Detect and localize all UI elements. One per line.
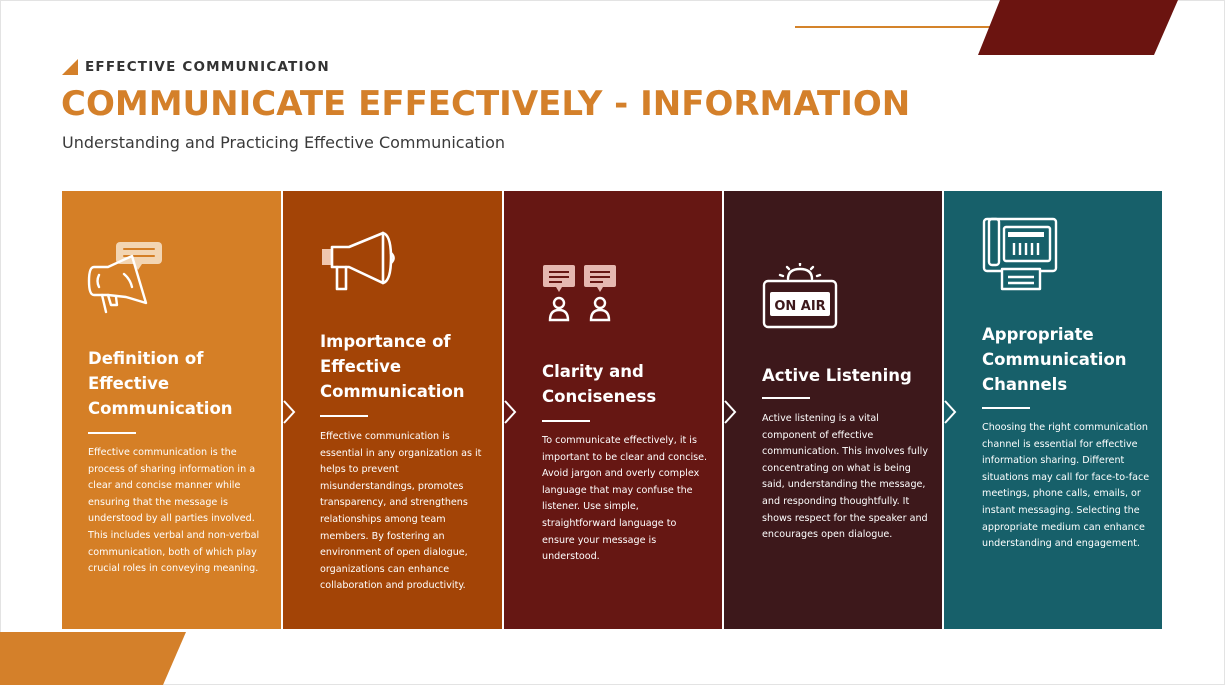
fax-machine-icon — [982, 217, 1058, 291]
card-body: Choosing the right communication channel… — [982, 422, 1150, 550]
card-title: Active Listening — [762, 366, 912, 385]
top-corner-parallelogram — [978, 0, 1178, 55]
card-body: Effective communication is essential in … — [320, 431, 482, 592]
card-divider — [88, 432, 136, 434]
card-importance: Importance of Effective Communication Ef… — [281, 191, 502, 629]
card-body: Active listening is a vital component of… — [762, 413, 928, 541]
chevron-right-icon — [504, 400, 517, 424]
triangle-icon — [62, 59, 78, 75]
page-subtitle: Understanding and Practicing Effective C… — [62, 133, 506, 152]
page-title: COMMUNICATE EFFECTIVELY - INFORMATION — [61, 84, 911, 124]
card-channels: Appropriate Communication Channels Choos… — [942, 191, 1162, 629]
card-divider — [320, 415, 368, 417]
megaphone-icon — [322, 231, 395, 291]
card-definition: Definition of Effective Communication Ef… — [62, 191, 281, 629]
card-clarity: Clarity and Conciseness To communicate e… — [502, 191, 722, 629]
card-divider — [762, 397, 810, 399]
card-title: Importance of Effective Communication — [320, 332, 465, 401]
card-divider — [542, 420, 590, 422]
chevron-right-icon — [283, 400, 296, 424]
card-title: Appropriate Communication Channels — [982, 325, 1127, 394]
card-divider — [982, 407, 1030, 409]
on-air-sign-icon: ON AIR — [762, 263, 838, 329]
card-active-listening: ON AIR Active Listening Active listening… — [722, 191, 942, 629]
card-title: Clarity and Conciseness — [542, 362, 657, 406]
chevron-right-icon — [724, 400, 737, 424]
people-chat-icon — [543, 265, 616, 322]
on-air-label: ON AIR — [774, 299, 825, 314]
card-body: To communicate effectively, it is import… — [542, 435, 708, 563]
card-title: Definition of Effective Communication — [88, 349, 233, 418]
megaphone-speech-icon — [87, 242, 162, 314]
chevron-right-icon — [944, 400, 957, 424]
bottom-corner-parallelogram — [0, 632, 186, 685]
eyebrow-text: EFFECTIVE COMMUNICATION — [85, 59, 330, 75]
info-cards: Definition of Effective Communication Ef… — [62, 191, 1162, 629]
eyebrow: EFFECTIVE COMMUNICATION — [62, 59, 330, 75]
top-accent-line — [795, 26, 1040, 28]
card-body: Effective communication is the process o… — [88, 447, 260, 575]
